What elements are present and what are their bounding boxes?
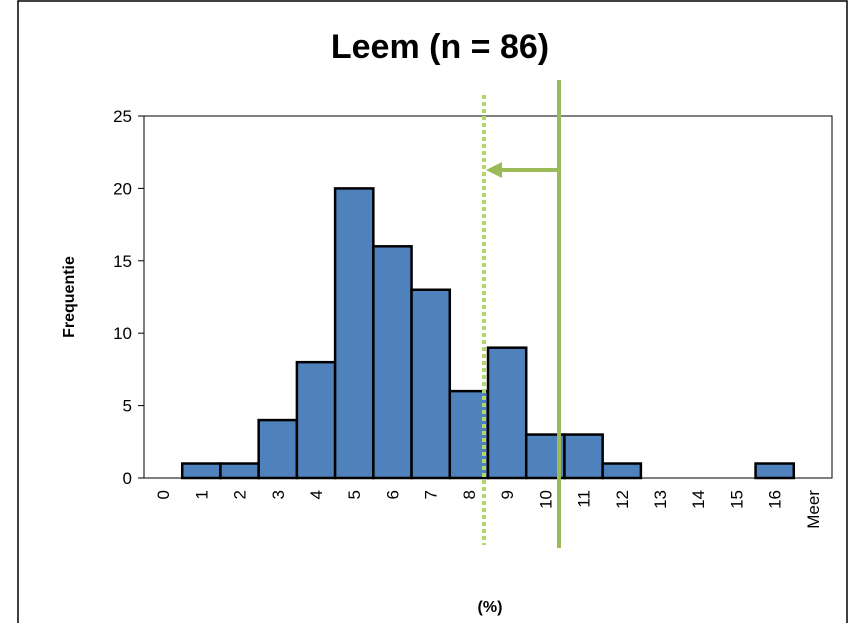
x-tick-label: 0 bbox=[154, 490, 173, 499]
x-tick-label: 12 bbox=[613, 490, 632, 509]
x-tick-label: 11 bbox=[575, 490, 594, 508]
bar bbox=[563, 433, 604, 480]
bar bbox=[333, 187, 375, 480]
chart-title: Leem (n = 86) bbox=[331, 28, 549, 66]
y-tick-label: 0 bbox=[123, 469, 132, 488]
x-tick-label: 3 bbox=[269, 490, 288, 499]
x-tick-label: 2 bbox=[231, 490, 250, 499]
bar bbox=[180, 462, 222, 480]
plot-border bbox=[143, 115, 833, 479]
y-axis-label: Frequentie bbox=[61, 256, 78, 338]
x-tick-label: 10 bbox=[536, 490, 555, 509]
x-tick-label: 16 bbox=[766, 490, 785, 509]
bar bbox=[295, 360, 337, 480]
x-tick-label: 6 bbox=[383, 490, 402, 499]
bar bbox=[257, 418, 299, 480]
x-tick-label: 13 bbox=[651, 490, 670, 509]
y-tick-label: 5 bbox=[123, 397, 132, 416]
x-tick-label: Meer bbox=[804, 490, 823, 529]
x-tick-label: 5 bbox=[345, 490, 364, 499]
x-tick-label: 1 bbox=[192, 490, 211, 499]
x-axis-label: (%) bbox=[478, 599, 503, 616]
annotations bbox=[482, 80, 561, 548]
x-tick-label: 15 bbox=[727, 490, 746, 509]
x-tick-label: 9 bbox=[498, 490, 517, 499]
x-tick-label: 4 bbox=[307, 490, 326, 499]
y-tick-label: 15 bbox=[113, 252, 132, 271]
bar bbox=[601, 462, 643, 480]
bar bbox=[486, 346, 528, 480]
y-tick-label: 10 bbox=[113, 324, 132, 343]
y-tick-label: 20 bbox=[113, 179, 132, 198]
bar bbox=[410, 288, 452, 480]
x-tick-label: 8 bbox=[460, 490, 479, 499]
bar bbox=[754, 462, 796, 480]
x-tick-label: 7 bbox=[422, 490, 441, 499]
x-tick-label: 14 bbox=[689, 490, 708, 509]
y-tick-label: 25 bbox=[113, 107, 132, 126]
bar bbox=[219, 462, 260, 480]
bar bbox=[372, 245, 413, 480]
arrow-head bbox=[486, 162, 502, 178]
